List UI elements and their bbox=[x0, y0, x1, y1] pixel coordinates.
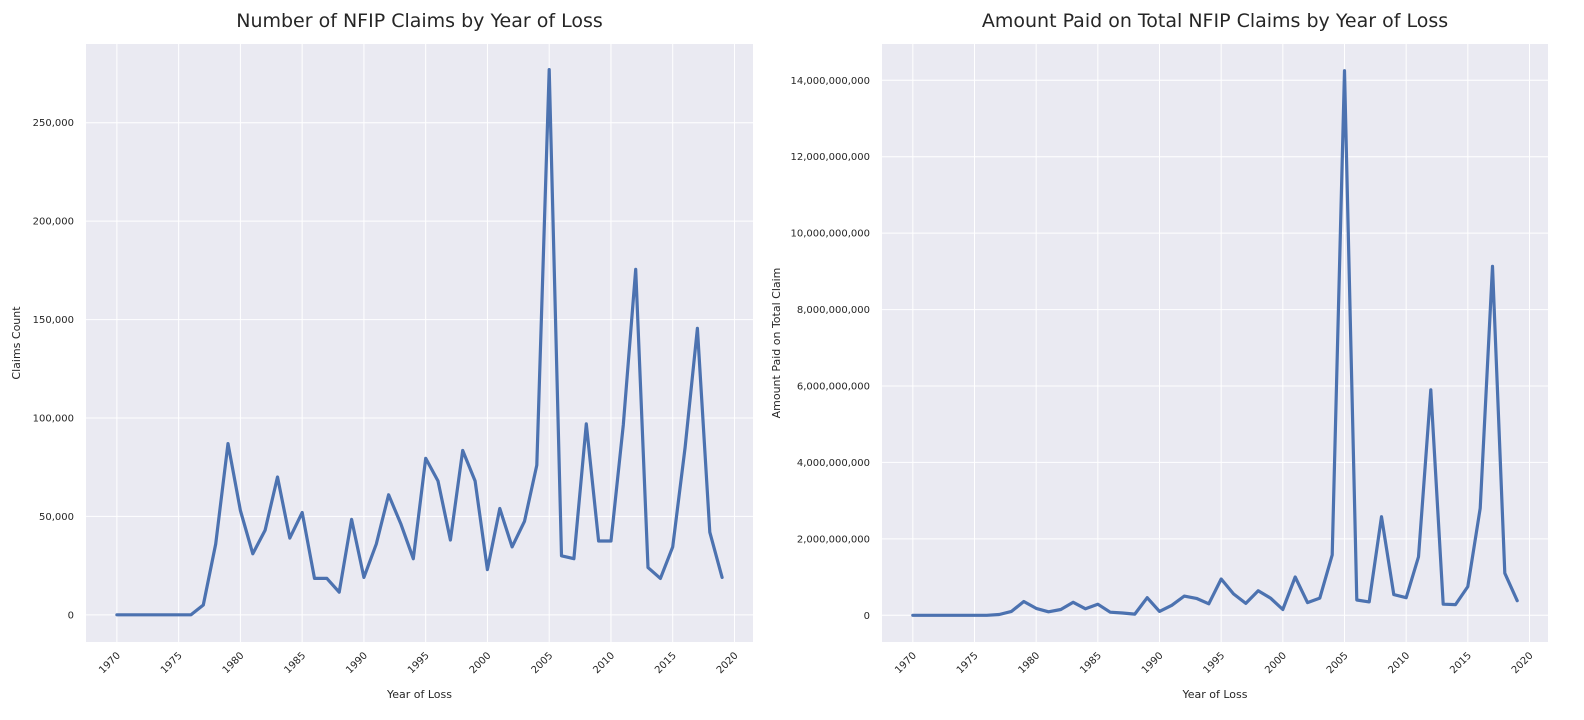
claims-count-y-tick-label: 100,000 bbox=[33, 413, 74, 424]
claims-count-x-tick-label: 2020 bbox=[715, 650, 741, 676]
claims-count-y-tick-label: 250,000 bbox=[33, 118, 74, 129]
amount-paid-x-axis-label: Year of Loss bbox=[1181, 688, 1247, 701]
claims-count-x-tick-label: 1980 bbox=[221, 650, 247, 676]
amount-paid-gridlines bbox=[882, 44, 1548, 642]
claims-count-x-tick-label: 1975 bbox=[159, 650, 185, 676]
claims-count-y-tick-label: 200,000 bbox=[33, 217, 74, 228]
claims-count-y-tick-label: 150,000 bbox=[33, 315, 74, 326]
amount-paid-y-tick-label: 2,000,000,000 bbox=[797, 534, 870, 545]
amount-paid-chart: 1970 1975 1980 1985 1990 1995 2000 2005 2010 2015… bbox=[770, 10, 1548, 701]
amount-paid-y-tick-label: 0 bbox=[864, 611, 870, 622]
claims-count-x-tick-label: 2005 bbox=[530, 650, 556, 676]
claims-count-series-line bbox=[115, 68, 724, 617]
amount-paid-x-tick-label: 2020 bbox=[1510, 650, 1536, 676]
amount-paid-y-tick-label: 4,000,000,000 bbox=[797, 458, 870, 469]
amount-paid-y-tick-label: 6,000,000,000 bbox=[797, 381, 870, 392]
claims-count-x-tick-label: 2010 bbox=[591, 650, 617, 676]
amount-paid-x-tick-label: 1985 bbox=[1078, 650, 1104, 676]
amount-paid-chart-title: Amount Paid on Total NFIP Claims by Year… bbox=[982, 10, 1448, 32]
amount-paid-y-axis-label: Amount Paid on Total Claim bbox=[770, 268, 783, 419]
amount-paid-x-tick-label: 1990 bbox=[1140, 650, 1166, 676]
claims-count-x-tick-label: 1990 bbox=[344, 650, 370, 676]
claims-count-x-tick-label: 1970 bbox=[97, 650, 123, 676]
amount-paid-y-ticks: 0 2,000,000,000 4,000,000,000 6,000,000,000… bbox=[790, 76, 870, 622]
amount-paid-x-tick-label: 2010 bbox=[1387, 650, 1413, 676]
claims-count-x-tick-label: 2000 bbox=[468, 650, 494, 676]
claims-count-x-axis-label: Year of Loss bbox=[386, 688, 452, 701]
amount-paid-x-ticks: 1970 1975 1980 1985 1990 1995 2000 2005 2010 2015… bbox=[893, 650, 1535, 676]
amount-paid-x-tick-label: 1975 bbox=[955, 650, 981, 676]
claims-count-x-ticks: 1970 1975 1980 1985 1990 1995 2000 2005 2010 2015… bbox=[97, 650, 740, 676]
amount-paid-y-tick-label: 8,000,000,000 bbox=[797, 305, 870, 316]
amount-paid-y-tick-label: 10,000,000,000 bbox=[790, 229, 870, 240]
amount-paid-x-tick-label: 1980 bbox=[1017, 650, 1043, 676]
claims-count-y-axis-label: Claims Count bbox=[10, 306, 23, 380]
claims-count-chart-title: Number of NFIP Claims by Year of Loss bbox=[236, 10, 603, 32]
claims-count-y-tick-label: 0 bbox=[68, 610, 74, 621]
amount-paid-plot-area bbox=[882, 44, 1548, 642]
amount-paid-x-tick-label: 2015 bbox=[1448, 650, 1474, 676]
claims-count-y-ticks: 0 50,000 100,000 150,000 200,000 250,000 bbox=[33, 118, 74, 621]
amount-paid-series-line bbox=[911, 69, 1519, 617]
claims-count-plot-area bbox=[86, 44, 753, 642]
amount-paid-x-tick-label: 2005 bbox=[1325, 650, 1351, 676]
amount-paid-y-tick-label: 12,000,000,000 bbox=[790, 152, 870, 163]
amount-paid-x-tick-label: 1970 bbox=[893, 650, 919, 676]
amount-paid-x-tick-label: 1995 bbox=[1202, 650, 1228, 676]
claims-count-x-tick-label: 1995 bbox=[406, 650, 432, 676]
claims-count-chart: 1970 1975 1980 1985 1990 1995 2000 2005 2010 2015… bbox=[10, 10, 753, 701]
claims-count-x-tick-label: 2015 bbox=[653, 650, 679, 676]
amount-paid-y-tick-label: 14,000,000,000 bbox=[790, 76, 870, 87]
amount-paid-x-tick-label: 2000 bbox=[1263, 650, 1289, 676]
claims-count-x-tick-label: 1985 bbox=[283, 650, 309, 676]
claims-count-y-tick-label: 50,000 bbox=[39, 512, 74, 523]
